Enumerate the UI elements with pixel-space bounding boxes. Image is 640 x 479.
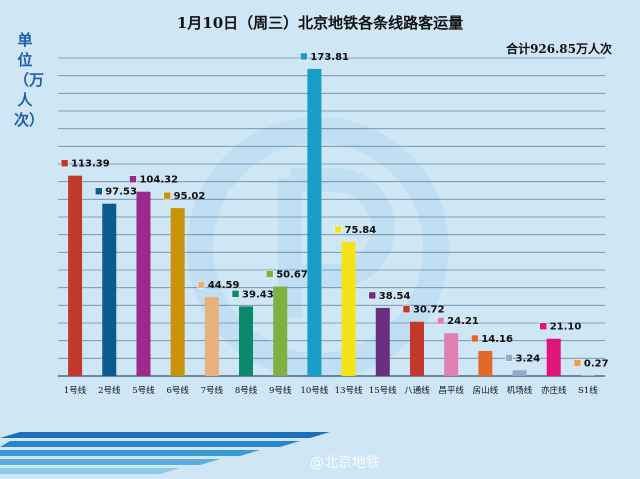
value-marker — [163, 191, 171, 200]
category-label: 房山线 — [473, 385, 499, 396]
data-label: 50.67 — [276, 269, 308, 280]
category-label: 8号线 — [235, 385, 258, 396]
bar — [204, 297, 219, 376]
data-label: 24.21 — [447, 316, 479, 327]
category-label: 亦庄线 — [541, 385, 567, 396]
bar — [478, 350, 493, 376]
bar — [375, 307, 390, 376]
value-marker — [436, 316, 445, 325]
chart-title: 1月10日（周三）北京地铁各条线路客运量 — [176, 14, 464, 32]
data-label: 3.24 — [516, 353, 541, 364]
data-label: 38.54 — [379, 291, 411, 302]
data-label: 30.72 — [413, 305, 445, 316]
category-label: 13号线 — [335, 385, 363, 396]
value-marker — [231, 290, 240, 298]
data-label: 75.84 — [345, 225, 377, 236]
bar — [512, 370, 527, 376]
data-label: 39.43 — [242, 289, 274, 300]
value-marker — [402, 305, 411, 313]
bar — [546, 338, 561, 376]
bar — [136, 191, 151, 376]
data-label: 95.02 — [174, 191, 206, 202]
value-marker — [539, 322, 547, 330]
data-label: 0.27 — [584, 359, 609, 370]
data-label: 104.32 — [139, 175, 178, 186]
value-marker — [471, 334, 479, 343]
category-label: 昌平线 — [438, 385, 464, 396]
weibo-watermark: @北京地铁 — [310, 455, 380, 471]
bar — [239, 306, 254, 376]
total-label: 合计926.85万人次 — [506, 42, 612, 56]
category-label: 6号线 — [166, 385, 189, 396]
value-marker — [129, 175, 137, 183]
value-marker — [60, 159, 69, 167]
data-label: 21.10 — [550, 322, 582, 333]
bars — [68, 68, 595, 376]
value-marker — [300, 52, 308, 61]
category-label: 2号线 — [98, 385, 121, 396]
value-marker — [197, 280, 206, 289]
category-label: 5号线 — [132, 385, 155, 396]
value-marker — [573, 359, 582, 367]
category-label: 7号线 — [201, 385, 224, 396]
category-label: S1线 — [578, 385, 598, 396]
bar — [409, 321, 424, 376]
bar — [307, 68, 322, 376]
category-label: 1号线 — [64, 385, 87, 396]
decorative-stripes — [0, 432, 330, 474]
value-marker — [368, 291, 377, 300]
data-label: 97.53 — [105, 187, 137, 198]
bar — [444, 333, 459, 376]
data-label: 173.81 — [310, 52, 349, 63]
y-axis-unit-label: 单位（万人次） — [14, 31, 45, 129]
category-label: 9号线 — [269, 385, 292, 396]
value-marker — [334, 225, 342, 234]
category-label: 15号线 — [369, 385, 397, 396]
data-label: 113.39 — [71, 159, 110, 170]
data-label: 44.59 — [208, 280, 240, 291]
category-label: 10号线 — [300, 385, 328, 396]
value-marker — [95, 187, 103, 195]
value-marker — [265, 270, 274, 278]
bar — [341, 242, 356, 376]
bar — [170, 208, 185, 376]
value-marker — [505, 354, 513, 362]
bar — [102, 203, 117, 376]
bar — [68, 175, 83, 376]
category-label: 八通线 — [404, 385, 430, 396]
data-label: 14.16 — [481, 334, 513, 345]
category-label: 机场线 — [507, 385, 533, 396]
bar — [273, 286, 288, 376]
labels: 113.39 1号线 97.53 2号线 104.32 5号线 95.02 6号线 44.59 7… — [60, 52, 609, 396]
